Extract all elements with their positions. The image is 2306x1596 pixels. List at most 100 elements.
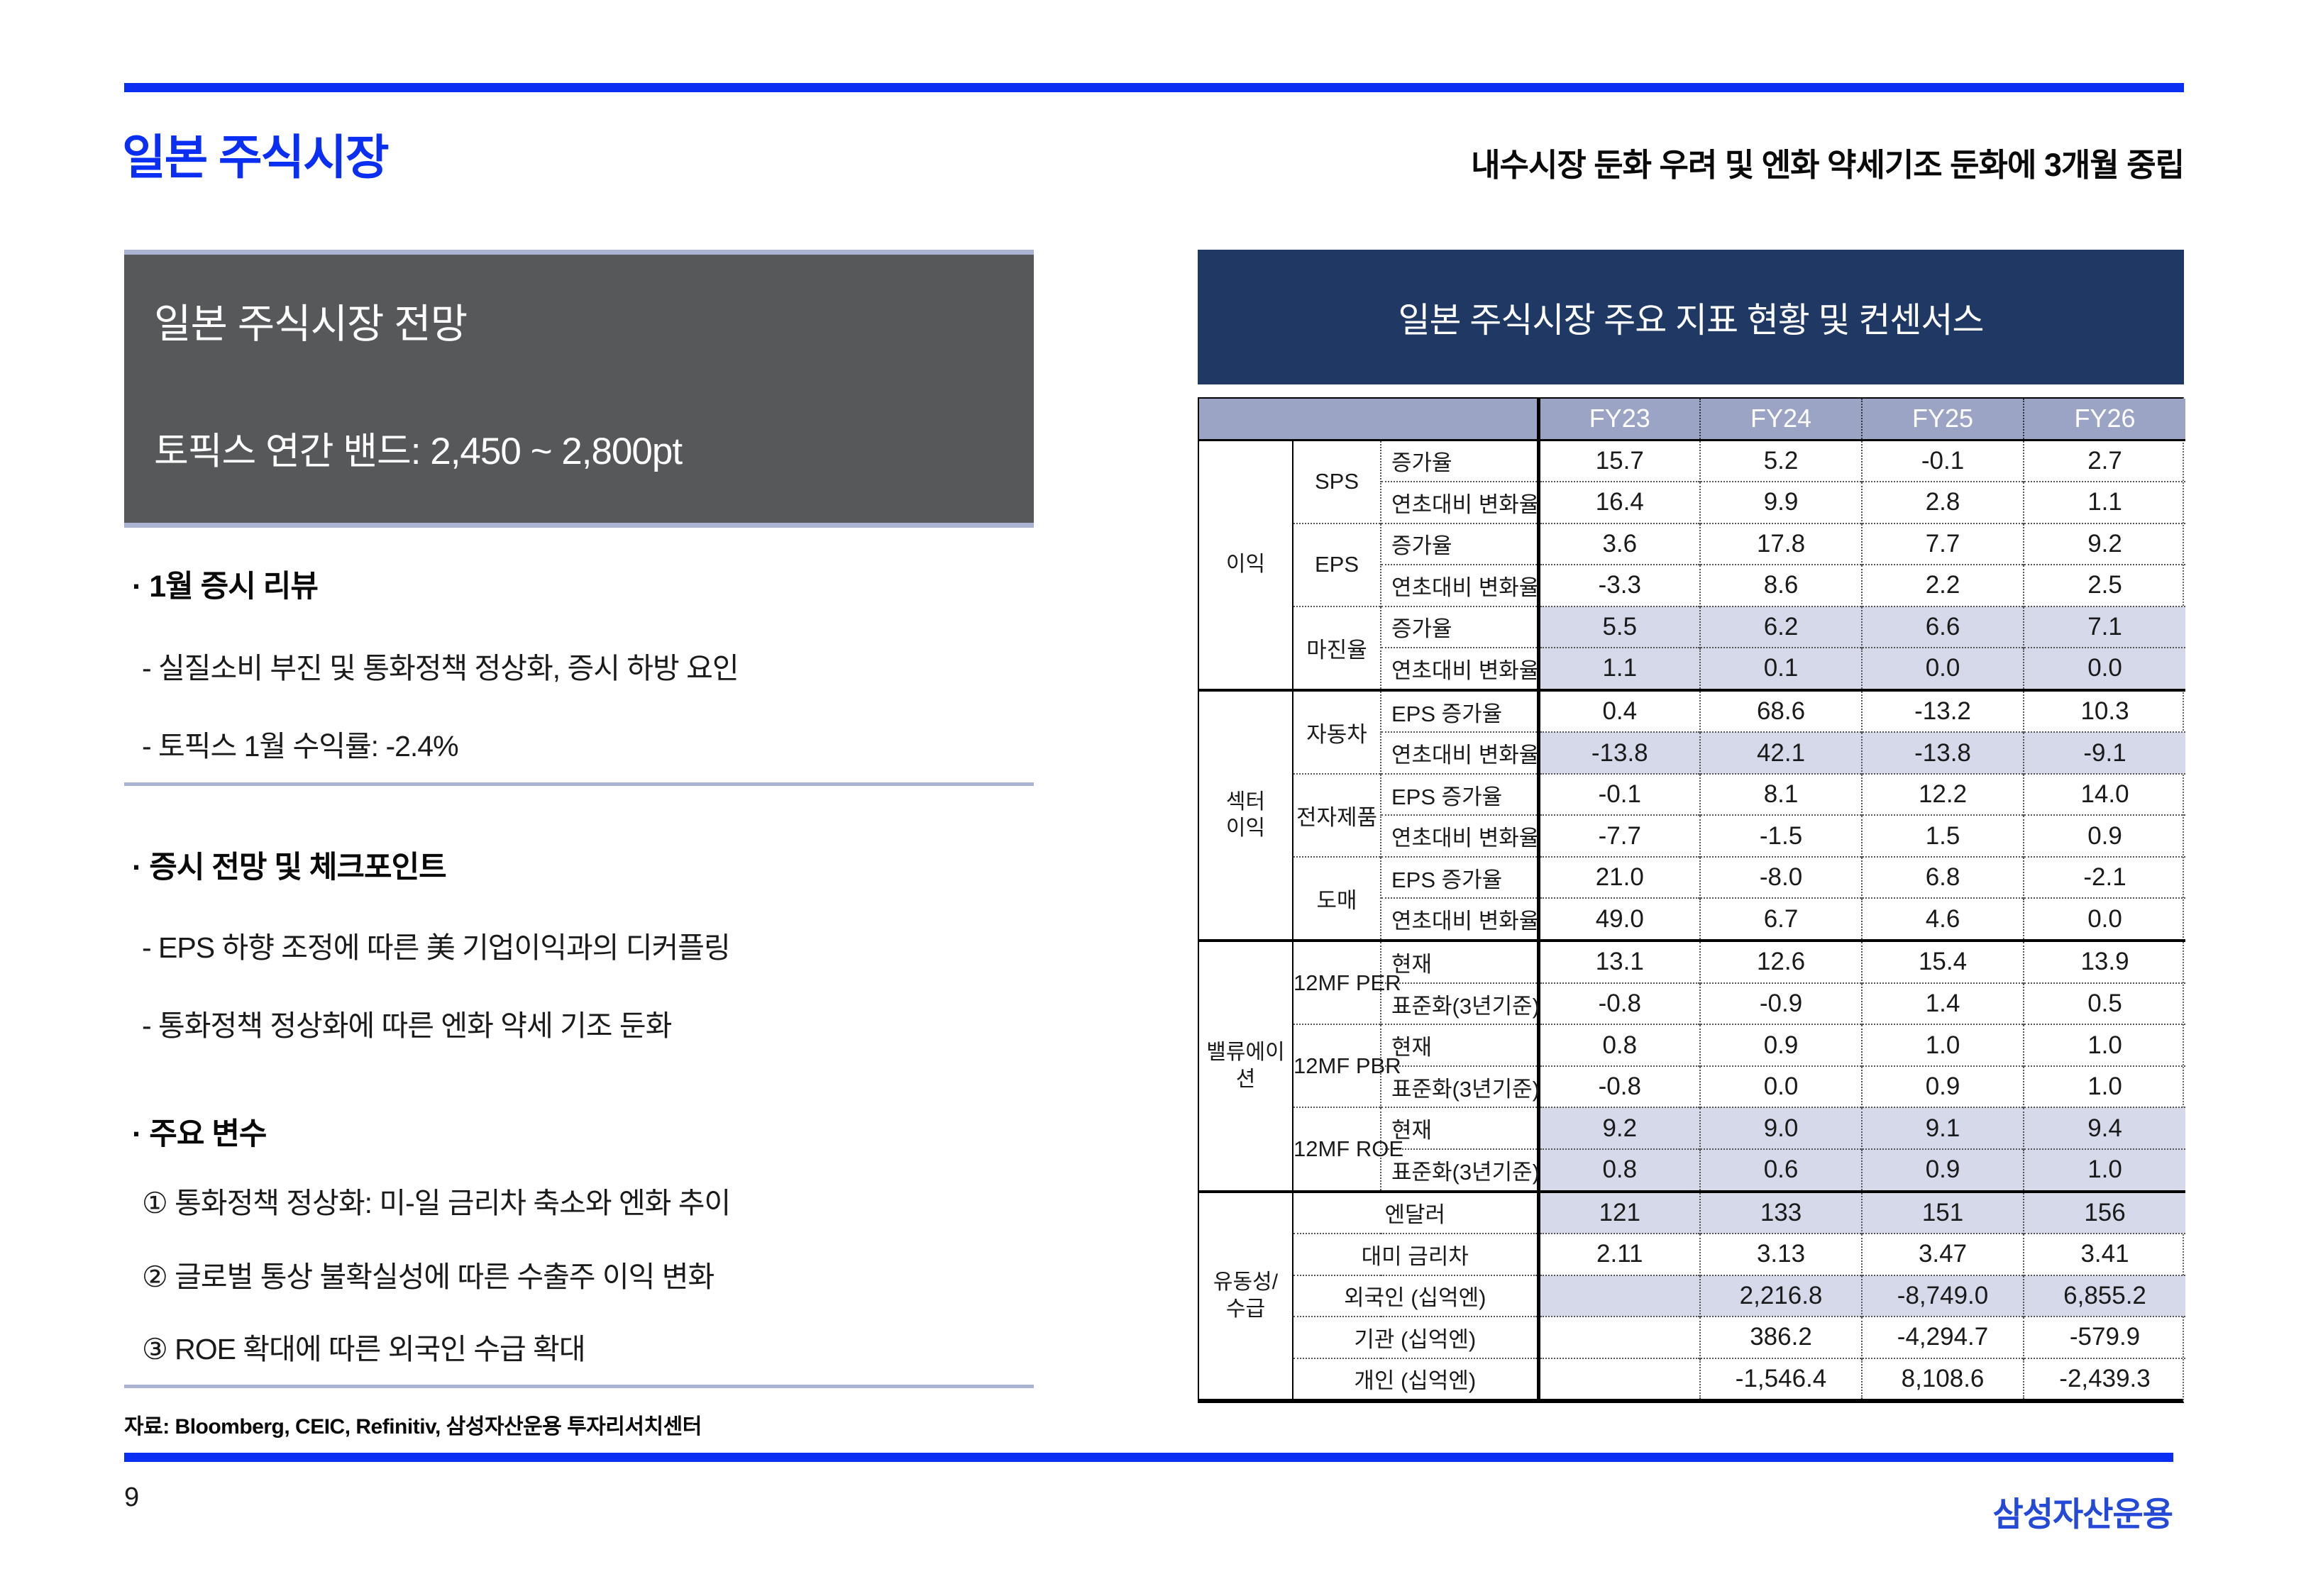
metric-cell: 표준화(3년기준) [1381,982,1540,1025]
metric-cell: 현재 [1381,1024,1540,1066]
value-cell: 0.1 [1699,647,1863,690]
value-cell: 4.6 [1861,897,2024,941]
merged-label-cell: 기관 (십억엔) [1293,1316,1540,1358]
section-divider [124,1385,1034,1388]
value-cell: 6,855.2 [2023,1274,2186,1317]
table-row: 마진율 증가율 5.5 6.2 6.6 7.1 [1199,605,2186,690]
value-cell: -8,749.0 [1861,1274,2024,1317]
metric-cell: 표준화(3년기준) [1381,1148,1540,1192]
value-cell: 9.0 [1699,1107,1863,1149]
value-cell: 5.5 [1536,605,1701,648]
value-cell: 2,216.8 [1699,1274,1863,1317]
table-title: 일본 주식시장 주요 지표 현황 및 컨센서스 [1398,301,1984,340]
merged-label-cell: 대미 금리차 [1293,1233,1540,1275]
value-cell: 15.4 [1861,939,2024,983]
value-cell: 68.6 [1699,688,1863,733]
sub-cell: 도매 [1293,855,1381,941]
value-cell: 13.9 [2023,939,2186,983]
value-cell: 1.1 [2023,481,2186,523]
value-cell: 6.6 [1861,605,2024,648]
top-accent-rule [124,83,2184,92]
value-cell: -0.9 [1699,982,1863,1025]
sub-cell: 12MF PBR [1293,1024,1401,1108]
value-cell: 17.8 [1699,522,1863,565]
table-row: 외국인 (십억엔) 2,216.8 -8,749.0 6,855.2 [1199,1274,2186,1317]
source-note: 자료: Bloomberg, CEIC, Refinitiv, 삼성자산운용 투… [124,1415,702,1439]
value-cell: 0.4 [1536,688,1701,733]
table-row: 표준화(3년기준) -0.8 -0.9 1.4 0.5 [1199,982,2186,1025]
sub-cell: 마진율 [1293,605,1381,690]
value-cell: 1.4 [1861,982,2024,1025]
value-cell: 0.9 [1861,1065,2024,1108]
section-item: - EPS 하향 조정에 따른 美 기업이익과의 디커플링 [142,931,731,964]
section-divider [124,782,1034,786]
merged-label-cell: 외국인 (십억엔) [1293,1274,1540,1317]
value-cell: -0.8 [1536,1065,1701,1108]
table-row: 표준화(3년기준) -0.8 0.0 0.9 1.0 [1199,1065,2186,1108]
metric-cell: 현재 [1381,1107,1540,1149]
column-header-fy24: FY24 [1699,399,1863,441]
value-cell: 49.0 [1536,897,1701,941]
value-cell: -0.1 [1861,438,2024,482]
value-cell: 42.1 [1699,731,1863,774]
outlook-box-title: 일본 주식시장 전망 [154,301,468,347]
value-cell: -579.9 [2023,1316,2186,1358]
table-row: 대미 금리차 2.11 3.13 3.47 3.41 [1199,1233,2186,1275]
value-cell: -2.1 [2023,855,2186,899]
value-cell: 386.2 [1699,1316,1863,1358]
table-row: 연초대비 변화율 -3.3 8.6 2.2 2.5 [1199,564,2186,606]
value-cell: -9.1 [2023,731,2186,774]
sub-cell: 전자제품 [1293,772,1381,857]
value-cell: 3.47 [1861,1233,2024,1275]
section-item: - 통화정책 정상화에 따른 엔화 약세 기조 둔화 [142,1009,672,1042]
value-cell: 133 [1699,1190,1863,1234]
value-cell: 2.7 [2023,438,2186,482]
table-row: 개인 (십억엔) -1,546.4 8,108.6 -2,439.3 [1199,1357,2186,1399]
table-row: 유동성/ 수급 엔달러 121 133 151 156 [1199,1190,2186,1399]
table-row: 전자제품 EPS 증가율 -0.1 8.1 12.2 14.0 [1199,772,2186,857]
table-row: 도매 EPS 증가율 21.0 -8.0 6.8 -2.1 [1199,855,2186,941]
value-cell: 21.0 [1536,855,1701,899]
value-cell: 0.0 [2023,897,2186,941]
value-cell: 121 [1536,1190,1701,1234]
metric-cell: 연초대비 변화율 [1381,481,1540,523]
value-cell: 8,108.6 [1861,1357,2024,1399]
metric-cell: 증가율 [1381,522,1540,565]
value-cell: 9.1 [1861,1107,2024,1149]
value-cell: 156 [2023,1190,2186,1234]
value-cell: 8.6 [1699,564,1863,606]
value-cell: 6.7 [1699,897,1863,941]
table-row: 표준화(3년기준) 0.8 0.6 0.9 1.0 [1199,1148,2186,1192]
page-number: 9 [124,1483,140,1512]
value-cell: 15.7 [1536,438,1701,482]
value-cell: 1.0 [1861,1024,2024,1066]
value-cell: 0.9 [2023,814,2186,857]
value-cell [1536,1316,1701,1358]
value-cell: 9.9 [1699,481,1863,523]
outlook-box: 일본 주식시장 전망 토픽스 연간 밴드: 2,450 ~ 2,800pt [124,250,1034,528]
value-cell: 0.5 [2023,982,2186,1025]
value-cell: 0.9 [1861,1148,2024,1192]
value-cell: -13.2 [1861,688,2024,733]
group-cell: 밸류에이션 [1199,939,1293,1192]
section-heading-outlook-checkpoints: · 증시 전망 및 체크포인트 [132,850,447,885]
metric-cell: 연초대비 변화율 [1381,647,1540,690]
value-cell: -3.3 [1536,564,1701,606]
value-cell: 7.7 [1861,522,2024,565]
column-header-fy25: FY25 [1861,399,2024,441]
metric-cell: 현재 [1381,939,1540,983]
table-row: 12MF PBR 현재 0.8 0.9 1.0 1.0 [1199,1024,2186,1108]
indicators-table: FY23 FY24 FY25 FY26 이익 SPS 증가율 15.7 5.2 … [1198,397,2186,1403]
value-cell: -0.8 [1536,982,1701,1025]
value-cell: -0.1 [1536,772,1701,816]
table-row: 섹터 이익 자동차 EPS 증가율 0.4 68.6 -13.2 10.3 [1199,688,2186,941]
value-cell: 9.2 [1536,1107,1701,1149]
value-cell: 6.8 [1861,855,2024,899]
value-cell: 1.0 [2023,1148,2186,1192]
sub-cell: SPS [1293,439,1381,523]
value-cell: 9.2 [2023,522,2186,565]
section-heading-key-variables: · 주요 변수 [132,1117,267,1151]
section-item: ② 글로벌 통상 불확실성에 따른 수출주 이익 변화 [142,1260,715,1293]
value-cell: 7.1 [2023,605,2186,648]
table-row: 연초대비 변화율 -7.7 -1.5 1.5 0.9 [1199,814,2186,857]
